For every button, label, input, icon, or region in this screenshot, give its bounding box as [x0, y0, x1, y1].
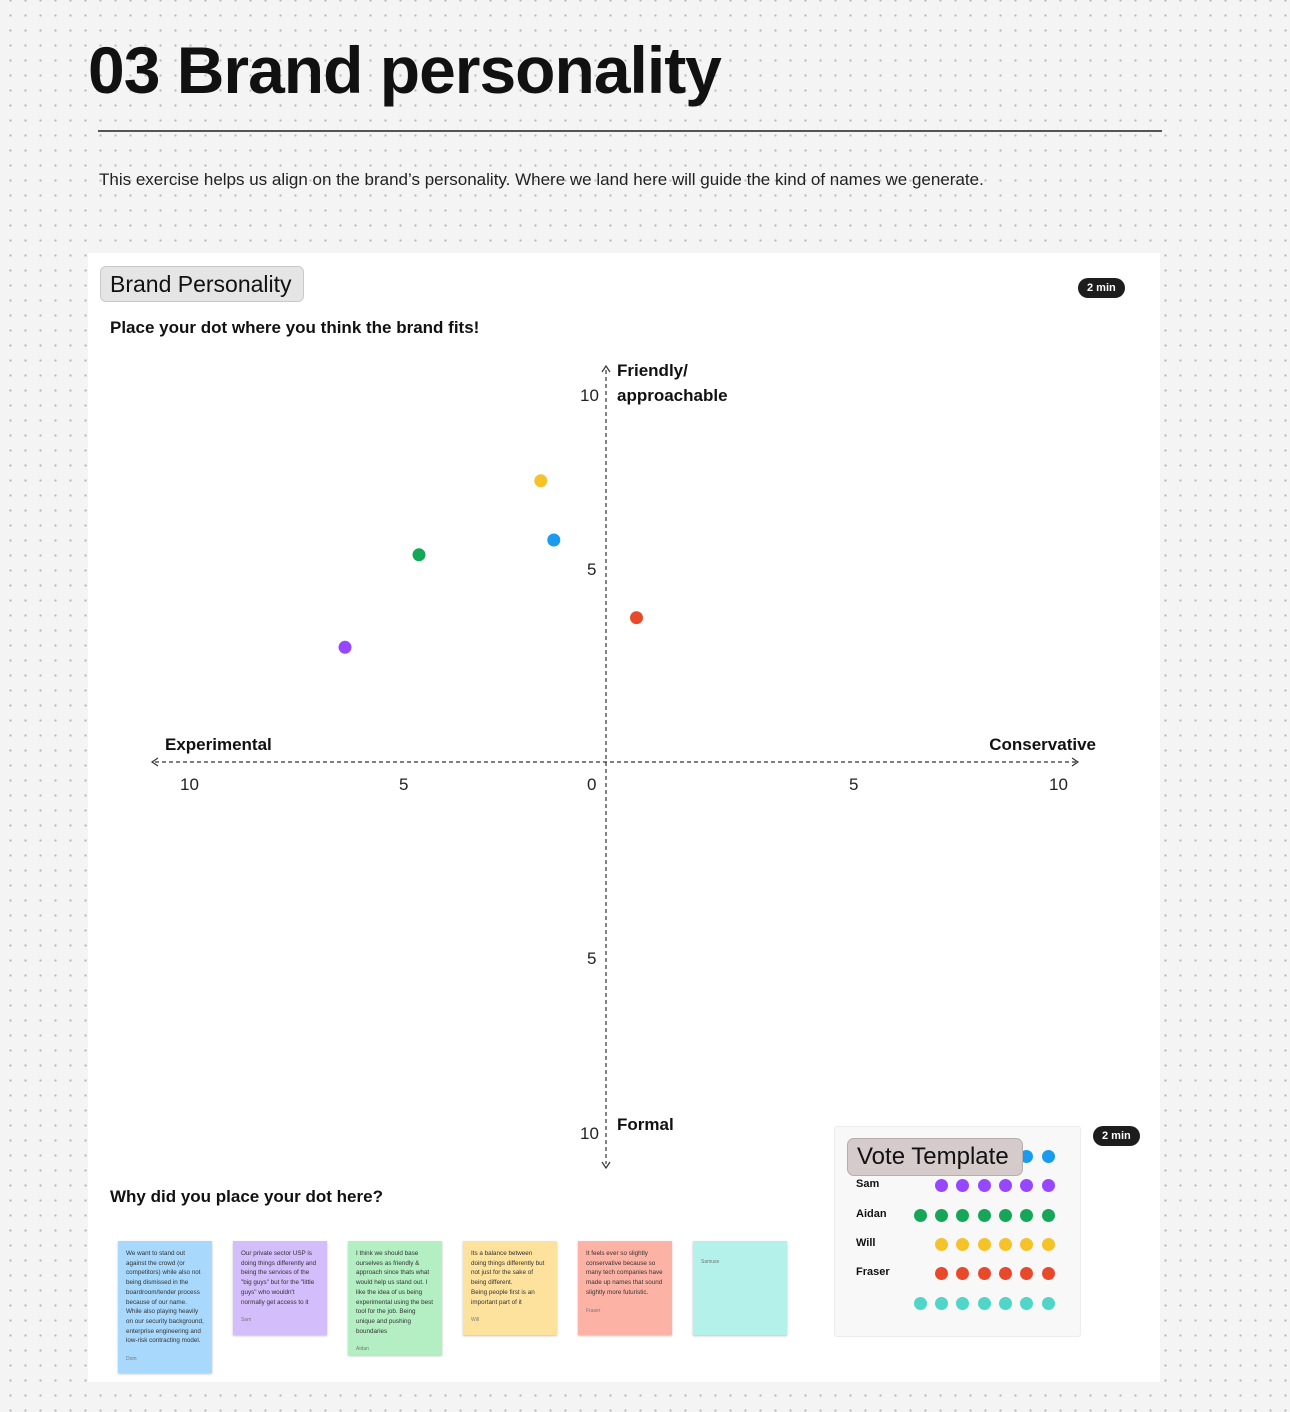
vote-dot[interactable] [977, 1296, 991, 1310]
vote-dot[interactable] [977, 1237, 991, 1251]
vote-dot[interactable] [935, 1296, 948, 1310]
vote-dot[interactable] [534, 474, 548, 488]
vote-dot[interactable] [956, 1266, 970, 1280]
chart-axes: 10 5 0 5 10 10 5 5 10 Experimental Conse… [150, 361, 1096, 1170]
x-axis-right-arrow [1071, 757, 1080, 767]
y-tick: 10 [580, 1124, 599, 1143]
y-axis-top-arrow [601, 364, 611, 373]
vote-dot[interactable] [977, 1266, 991, 1280]
sticky-note[interactable]: It feels ever so slightly conservative b… [578, 1241, 672, 1335]
vote-dot[interactable] [1020, 1208, 1034, 1222]
y-axis-bottom-label: Formal [617, 1115, 674, 1134]
vote-dot[interactable] [1020, 1178, 1034, 1192]
vote-dot[interactable] [956, 1296, 970, 1310]
y-axis-top-label: Friendly/ [617, 361, 688, 380]
vote-dot[interactable] [998, 1296, 1012, 1310]
sticky-note-author: Dom [126, 1356, 137, 1363]
vote-dot[interactable] [1020, 1149, 1034, 1163]
vote-dot[interactable] [998, 1208, 1012, 1222]
x-axis-left-arrow [150, 757, 159, 767]
vote-dot[interactable] [913, 1208, 927, 1222]
x-tick: 0 [587, 775, 596, 794]
why-prompt: Why did you place your dot here? [110, 1187, 383, 1206]
sticky-note-text: I think we should base ourselves as frie… [356, 1250, 434, 1335]
vote-dot[interactable] [1020, 1237, 1034, 1251]
sticky-note-text: Our private sector USP is doing things d… [241, 1250, 317, 1306]
vote-dot[interactable] [1041, 1208, 1055, 1222]
title-divider [98, 130, 1162, 132]
sticky-note[interactable]: We want to stand out against the crowd (… [118, 1241, 212, 1373]
x-tick: 10 [1049, 775, 1068, 794]
vote-dot[interactable] [1041, 1149, 1055, 1163]
vote-dot[interactable] [998, 1266, 1012, 1280]
sticky-note-text: We want to stand out against the crowd (… [126, 1250, 204, 1345]
dot-prompt: Place your dot where you think the brand… [110, 318, 480, 337]
sticky-note[interactable]: Its a balance between doing things diffe… [463, 1241, 557, 1335]
vote-timer-badge[interactable]: 2 min [1093, 1126, 1140, 1146]
y-tick: 10 [580, 386, 599, 405]
vote-dot[interactable] [1041, 1266, 1055, 1280]
vote-row-name: Sam [856, 1178, 880, 1190]
vote-dot[interactable] [1020, 1296, 1034, 1310]
vote-dot[interactable] [935, 1178, 948, 1192]
vote-row-name: Fraser [856, 1266, 890, 1278]
vote-dot[interactable] [338, 640, 352, 654]
vote-dot[interactable] [998, 1178, 1012, 1192]
vote-dot[interactable] [1041, 1296, 1055, 1310]
y-tick: 5 [587, 949, 596, 968]
vote-dot[interactable] [1041, 1178, 1055, 1192]
x-axis-left-label: Experimental [165, 735, 272, 754]
vote-dot[interactable] [1041, 1237, 1055, 1251]
sticky-note[interactable]: Samuse [693, 1241, 787, 1335]
x-tick: 10 [180, 775, 199, 794]
vote-dot[interactable] [935, 1237, 948, 1251]
vote-dot[interactable] [977, 1208, 991, 1222]
vote-dot[interactable] [956, 1208, 970, 1222]
y-axis-top-label: approachable [617, 386, 728, 405]
sticky-note-text: It feels ever so slightly conservative b… [586, 1250, 663, 1296]
x-tick: 5 [849, 775, 858, 794]
vote-template-label[interactable]: Vote Template [847, 1138, 1023, 1176]
vote-dot[interactable] [956, 1178, 970, 1192]
sticky-note-text: Its a balance between doing things diffe… [471, 1250, 545, 1306]
timer-badge[interactable]: 2 min [1078, 278, 1125, 298]
sticky-note-author: Samuse [701, 1259, 720, 1265]
section-label[interactable]: Brand Personality [100, 266, 304, 302]
sticky-note-author: Aidan [356, 1346, 369, 1353]
sticky-note[interactable]: Our private sector USP is doing things d… [233, 1241, 327, 1335]
vote-dot[interactable] [998, 1237, 1012, 1251]
vote-dot[interactable] [935, 1208, 948, 1222]
vote-dot[interactable] [1020, 1266, 1034, 1280]
vote-dot[interactable] [913, 1296, 927, 1310]
page-title: 03 Brand personality [88, 33, 722, 107]
intro-text: This exercise helps us align on the bran… [99, 170, 984, 189]
vote-dot[interactable] [630, 611, 643, 625]
vote-dot[interactable] [977, 1178, 991, 1192]
vote-row-name: Will [856, 1237, 876, 1249]
vote-dot[interactable] [935, 1266, 948, 1280]
vote-dot[interactable] [412, 548, 426, 562]
vote-row-name: Aidan [856, 1208, 887, 1220]
x-tick: 5 [399, 775, 408, 794]
sticky-note-author: Sam [241, 1317, 252, 1324]
vote-dot[interactable] [547, 533, 561, 547]
x-axis-right-label: Conservative [989, 735, 1096, 754]
sticky-note[interactable]: I think we should base ourselves as frie… [348, 1241, 442, 1355]
chart-points[interactable] [338, 474, 644, 654]
sticky-note-author: Fraser [586, 1307, 601, 1314]
vote-dot[interactable] [956, 1237, 970, 1251]
sticky-note-author: Will [471, 1317, 480, 1324]
y-axis-bottom-arrow [601, 1161, 611, 1170]
y-tick: 5 [587, 560, 596, 579]
